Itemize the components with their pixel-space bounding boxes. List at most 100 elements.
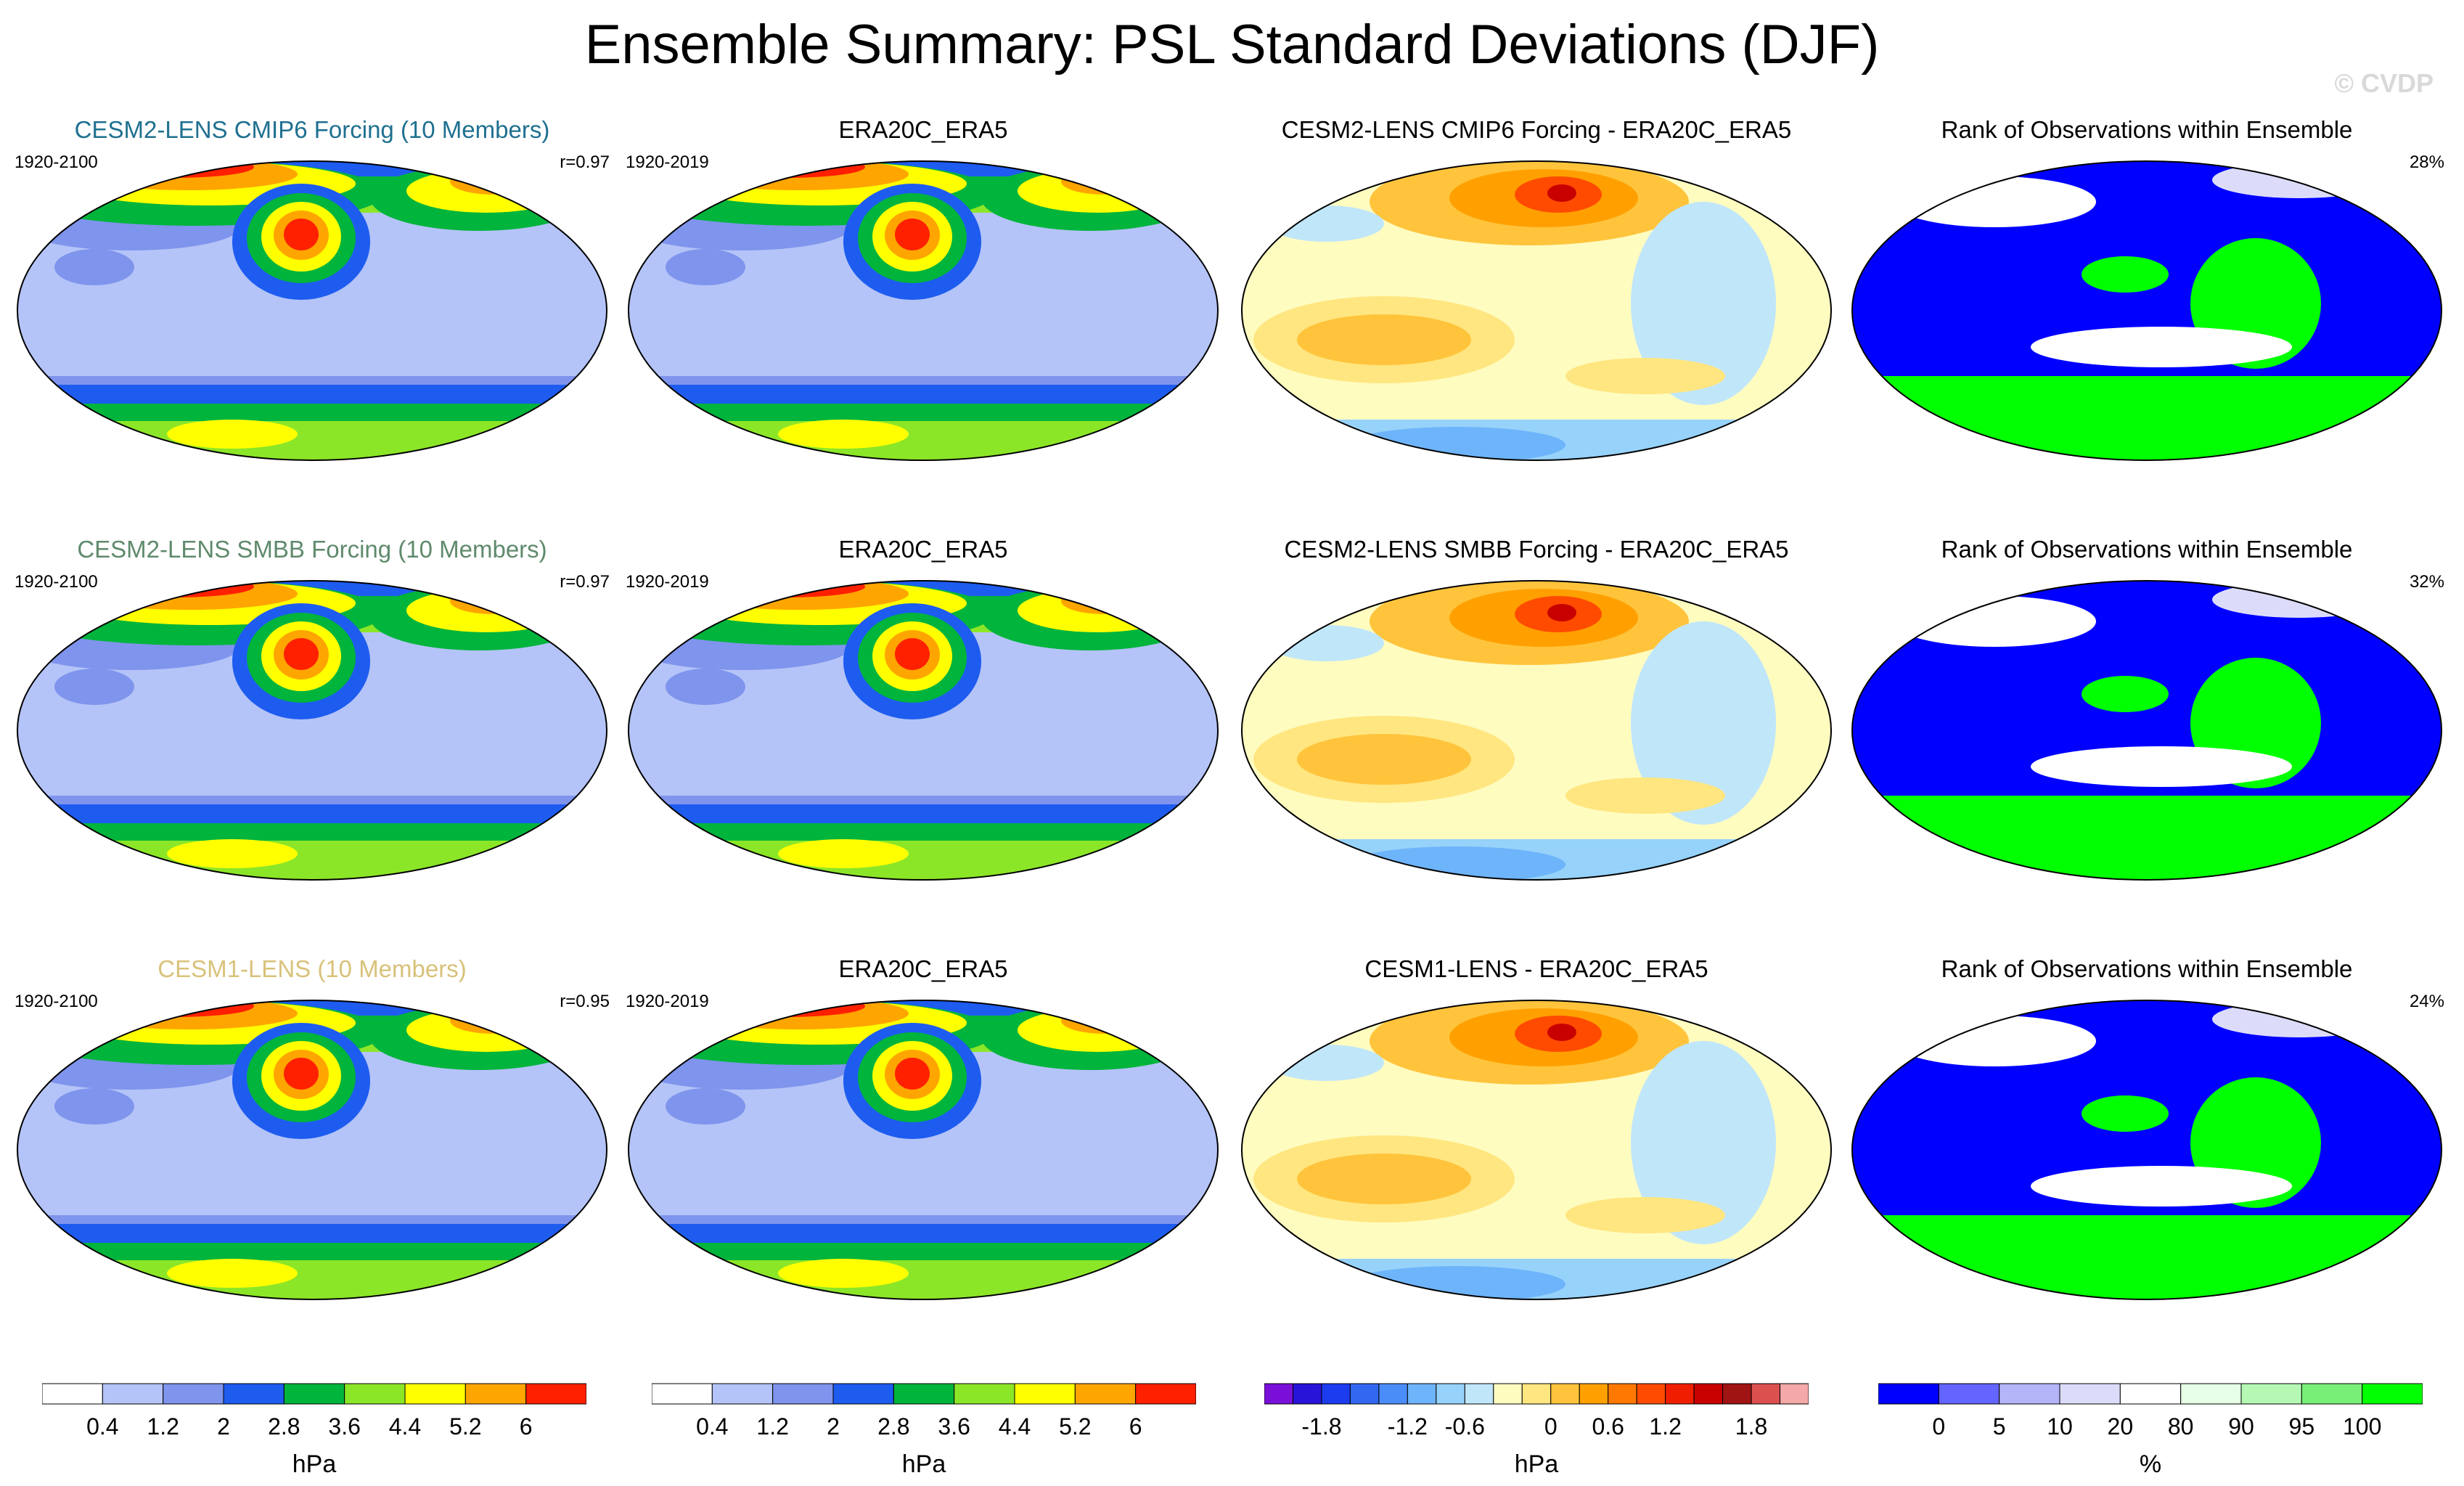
colorbar-swatch — [651, 1383, 713, 1405]
colorbar-swatch — [1378, 1383, 1408, 1405]
colorbar-swatch — [2362, 1383, 2423, 1405]
colorbar-swatch — [832, 1383, 894, 1405]
year-range: 1920-2019 — [626, 992, 709, 1011]
colorbar-swatch — [2119, 1383, 2182, 1405]
colorbar-swatch — [711, 1383, 774, 1405]
blob-rank-white — [2031, 327, 2292, 367]
band-south-lime — [17, 421, 607, 460]
colorbar-tick-label: 4.4 — [999, 1413, 1031, 1440]
map-outline — [17, 1000, 607, 1300]
panel-title: ERA20C_ERA5 — [838, 536, 1008, 563]
panel-model-1: CESM2-LENS CMIP6 Forcing (10 Members) 192… — [15, 116, 610, 523]
year-range: 1920-2100 — [15, 572, 98, 592]
pattern-correlation: r=0.97 — [560, 152, 610, 172]
blob-diff-south-blue — [1348, 427, 1565, 460]
blob-diff-pacific-core — [1297, 314, 1471, 365]
map-outline — [628, 160, 1219, 461]
colorbar-tick-label: 20 — [2108, 1413, 2134, 1440]
colorbar-swatch — [1292, 1383, 1322, 1405]
colorbar-swatch — [1074, 1383, 1137, 1405]
diff-map — [1241, 1000, 1832, 1300]
colorbar-swatch — [1407, 1383, 1437, 1405]
colorbar-swatch — [893, 1383, 955, 1405]
panel-model-2: CESM2-LENS SMBB Forcing (10 Members) 1920… — [15, 536, 610, 942]
rank-map — [1851, 580, 2442, 881]
panel-title: CESM1-LENS (10 Members) — [157, 955, 467, 982]
blob-rank-green-mid — [2082, 1095, 2169, 1132]
blob-west-mid — [54, 249, 134, 285]
colorbar-swatch — [344, 1383, 406, 1405]
colorbar-swatch — [464, 1383, 527, 1405]
blob-south-yellow — [778, 839, 909, 868]
panel-diff-3: CESM1-LENS - ERA20C_ERA5 — [1239, 955, 1834, 1362]
colorbar-swatch — [772, 1383, 834, 1405]
colorbar-1: 0.4 1.2 2 2.8 3.6 4.4 5.2 6 hPa — [41, 1381, 587, 1482]
colorbar-tick-label: 2.8 — [268, 1413, 300, 1440]
colorbar-tick-label: 100 — [2343, 1413, 2381, 1440]
colorbar-swatch — [1014, 1383, 1076, 1405]
colorbar-swatch — [1464, 1383, 1494, 1405]
blob-diff-south-yellow — [1565, 777, 1725, 814]
band-rank-south — [1852, 1215, 2442, 1299]
colorbar-swatch — [2301, 1383, 2363, 1405]
colorbar-swatch — [283, 1383, 345, 1405]
panel-title: CESM2-LENS SMBB Forcing - ERA20C_ERA5 — [1284, 536, 1789, 563]
colorbar-swatch — [1722, 1383, 1752, 1405]
blob-diff-south-yellow — [1565, 1197, 1725, 1233]
rank-percentage: 28% — [2409, 152, 2444, 172]
colorbar-tick-label: 5.2 — [1059, 1413, 1091, 1440]
blob-rank-green-mid — [2082, 256, 2169, 293]
blob-low-red — [895, 638, 930, 670]
colorbar-swatch — [1665, 1383, 1695, 1405]
colorbar-swatch — [1693, 1383, 1724, 1405]
panel-diff-1: CESM2-LENS CMIP6 Forcing - ERA20C_ERA5 — [1239, 116, 1834, 523]
colorbar-swatch — [1264, 1383, 1293, 1405]
colorbar-swatch — [1135, 1383, 1197, 1405]
map-outline — [628, 1000, 1219, 1300]
colorbar-units: hPa — [1514, 1450, 1559, 1478]
colorbar-swatches: 0 5 10 20 80 90 95 100 — [1878, 1383, 2423, 1440]
year-range: 1920-2019 — [626, 152, 709, 172]
blob-rank-white — [2031, 746, 2292, 787]
panel-title: ERA20C_ERA5 — [838, 116, 1008, 143]
colorbar-tick-label: -1.2 — [1388, 1413, 1428, 1440]
colorbar-tick-label: 5.2 — [449, 1413, 481, 1440]
blob-diff-north-core — [1547, 184, 1576, 202]
colorbar-tick-label: 0.6 — [1592, 1413, 1624, 1440]
colorbar-tick-label: 0.4 — [696, 1413, 728, 1440]
colorbar-tick-label: 90 — [2228, 1413, 2254, 1440]
panel-title: Rank of Observations within Ensemble — [1941, 536, 2353, 563]
colorbar-swatches: 0.4 1.2 2 2.8 3.6 4.4 5.2 6 — [651, 1383, 1197, 1440]
colorbar-units: hPa — [901, 1450, 946, 1478]
blob-rank-white-north — [1893, 596, 2096, 647]
map-outline — [1241, 160, 1832, 461]
blob-south-yellow — [778, 1259, 909, 1288]
blob-west-mid — [666, 1088, 745, 1124]
colorbar-tick-label: 3.6 — [938, 1413, 970, 1440]
colorbar-tick-label: 2 — [217, 1413, 230, 1440]
colorbar-swatch — [404, 1383, 466, 1405]
colorbar-tick-label: 6 — [1129, 1413, 1142, 1440]
panel-title: Rank of Observations within Ensemble — [1941, 116, 2353, 143]
band-south-blue — [629, 804, 1218, 826]
colorbar-tick-label: 4.4 — [389, 1413, 421, 1440]
colorbar-tick-label: 95 — [2289, 1413, 2315, 1440]
blob-low-red — [284, 219, 319, 250]
blob-low-red — [284, 638, 319, 670]
colorbar-tick-label: 1.2 — [756, 1413, 788, 1440]
colorbar-tick-label: 2 — [827, 1413, 840, 1440]
colorbar-tick-label: 6 — [520, 1413, 533, 1440]
colorbar-units: hPa — [292, 1450, 337, 1478]
rank-map — [1851, 160, 2442, 461]
blob-rank-green-mid — [2082, 676, 2169, 712]
colorbar-swatches: 0.4 1.2 2 2.8 3.6 4.4 5.2 6 — [41, 1383, 587, 1440]
blob-diff-pacific-core — [1297, 1154, 1471, 1204]
colorbar-swatches: -1.8 -1.2 -0.6 0 0.6 1.2 1.8 — [1264, 1383, 1809, 1440]
diff-map — [1241, 580, 1832, 881]
colorbar-tick-label: 1.2 — [1649, 1413, 1681, 1440]
blob-west-mid — [666, 669, 745, 705]
colorbar-tick-label: -1.8 — [1301, 1413, 1341, 1440]
blob-diff-pacific-core — [1297, 734, 1471, 785]
model-map — [17, 160, 607, 461]
colorbar-swatch — [1550, 1383, 1580, 1405]
